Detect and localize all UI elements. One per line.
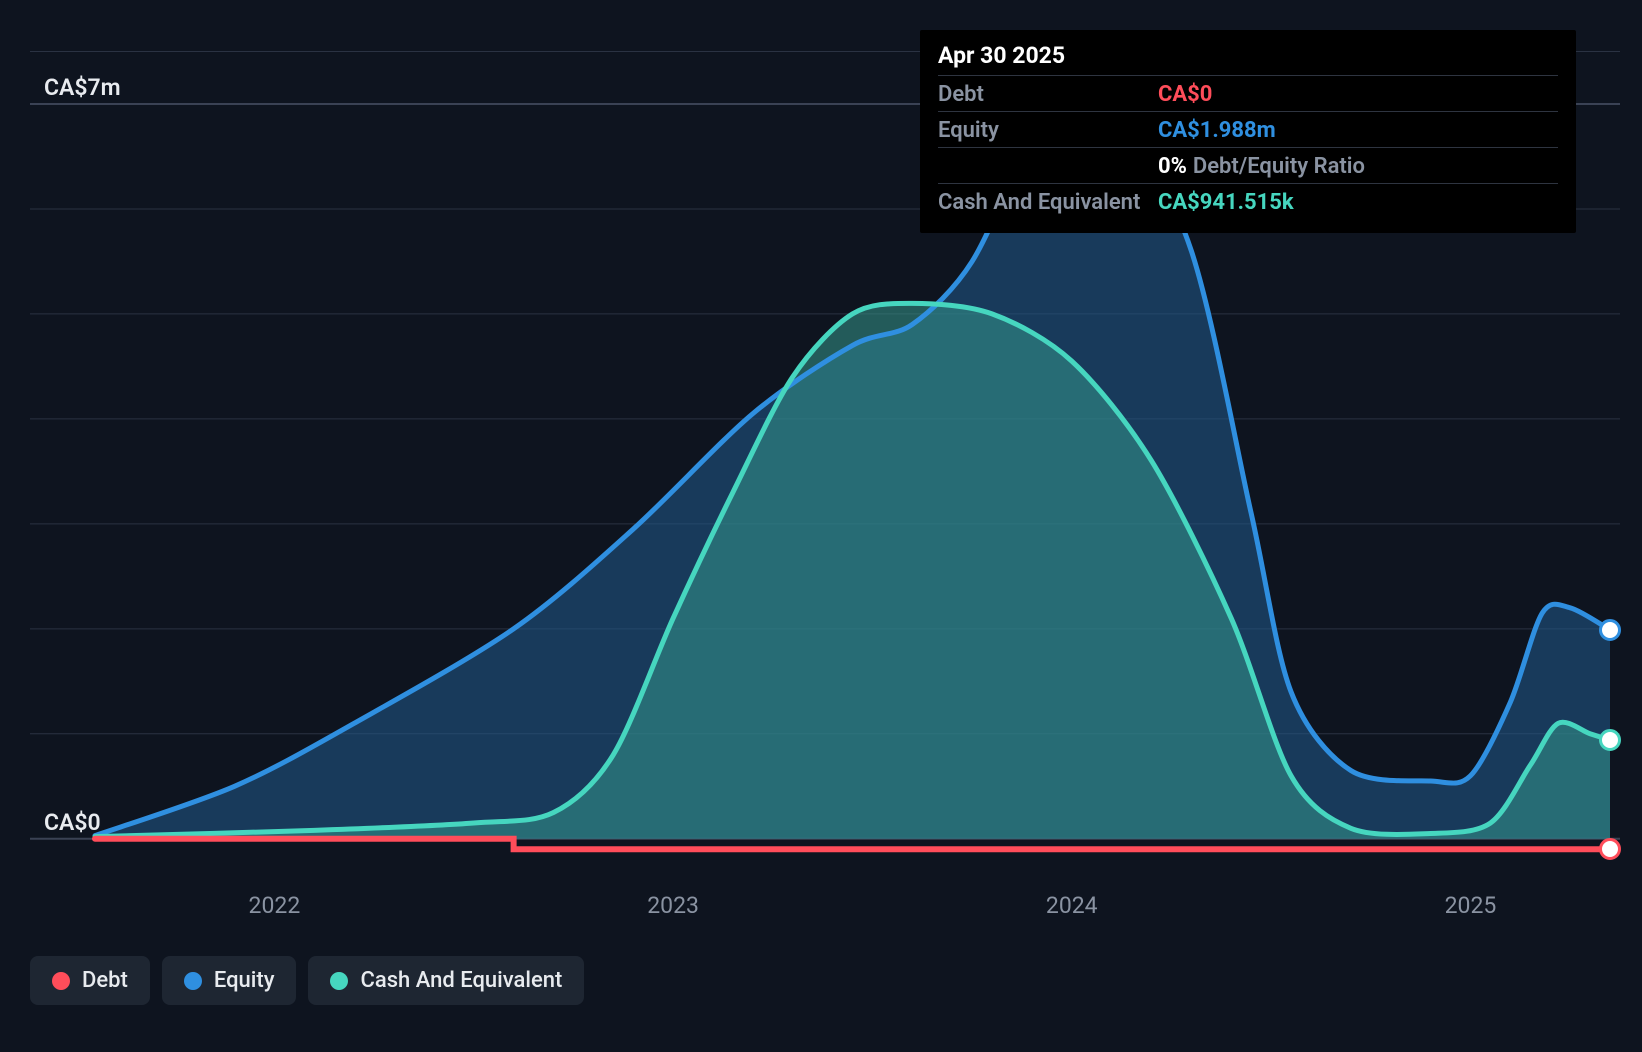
tooltip-row-label [938,154,1158,179]
tooltip-title: Apr 30 2025 [938,42,1558,75]
legend-dot-icon [330,972,348,990]
chart-legend: Debt Equity Cash And Equivalent [30,956,584,1005]
x-axis-tick: 2025 [1445,892,1497,919]
tooltip-row-label: Debt [938,82,1158,107]
legend-item-label: Equity [214,968,275,993]
legend-dot-icon [184,972,202,990]
tooltip-row: 0%Debt/Equity Ratio [938,147,1558,183]
legend-item-cash-and-equivalent[interactable]: Cash And Equivalent [308,956,584,1005]
tooltip-row-label: Equity [938,118,1158,143]
legend-item-label: Cash And Equivalent [360,968,562,993]
tooltip-row-value: 0% [1158,154,1187,179]
x-axis-tick: 2022 [249,892,301,919]
series-end-marker-debt [1599,838,1621,860]
x-axis-tick: 2023 [647,892,699,919]
tooltip-row-value: CA$1.988m [1158,118,1276,143]
tooltip-row-extra: Debt/Equity Ratio [1193,154,1365,179]
y-axis-label: CA$0 [44,809,101,836]
x-axis-tick: 2024 [1046,892,1098,919]
series-end-marker-cash [1599,729,1621,751]
tooltip-row: EquityCA$1.988m [938,111,1558,147]
series-end-marker-equity [1599,619,1621,641]
tooltip-row-label: Cash And Equivalent [938,190,1158,215]
tooltip-row: Cash And EquivalentCA$941.515k [938,183,1558,219]
y-axis-label: CA$7m [44,74,121,101]
tooltip-row: DebtCA$0 [938,75,1558,111]
tooltip-row-value: CA$0 [1158,82,1212,107]
legend-item-equity[interactable]: Equity [162,956,297,1005]
legend-item-label: Debt [82,968,128,993]
legend-dot-icon [52,972,70,990]
tooltip-row-value: CA$941.515k [1158,190,1294,215]
legend-item-debt[interactable]: Debt [30,956,150,1005]
chart-tooltip: Apr 30 2025 DebtCA$0EquityCA$1.988m0%Deb… [920,30,1576,233]
chart-container: CA$0 CA$7m 2022 2023 2024 2025 Apr 30 2025 D… [0,0,1642,1052]
